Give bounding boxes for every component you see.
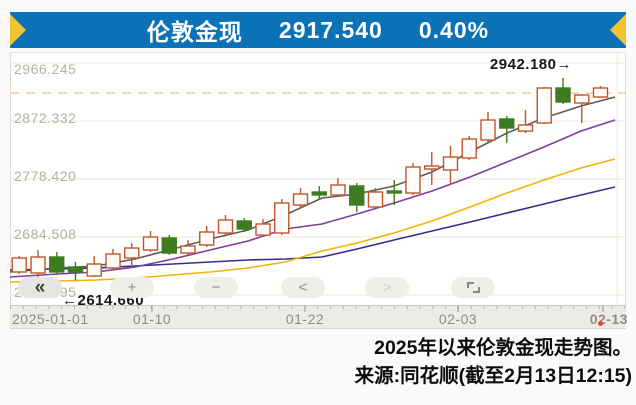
ma-line-ma-short <box>10 96 616 273</box>
minus-icon: − <box>211 279 221 296</box>
x-axis-label-latest: 02-13 <box>589 311 628 327</box>
zoom-out-button[interactable]: − <box>194 277 238 298</box>
x-axis-label-start: 2025-01-01 <box>12 311 89 327</box>
plus-icon: + <box>127 279 137 296</box>
left-chevron-icon: < <box>298 279 308 296</box>
caption: 2025年以来伦敦金现走势图。 来源:同花顺(截至2月13日12:15) <box>355 334 632 390</box>
banner: 伦敦金现 2917.540 0.40% <box>10 12 626 48</box>
fullscreen-icon <box>466 282 480 293</box>
banner-left-arrow-icon <box>10 14 26 46</box>
high-annotation: 2942.180→ <box>489 56 572 73</box>
ma-line-ma-mid <box>10 119 616 278</box>
last-price: 2917.540 <box>278 16 383 43</box>
ma-line-ma-longest <box>10 186 616 271</box>
x-axis-label: 02-03 <box>438 311 478 327</box>
banner-right-arrow-icon <box>610 14 626 46</box>
fullscreen-button[interactable] <box>451 277 495 298</box>
zoom-in-button[interactable]: + <box>110 277 154 298</box>
next-button[interactable]: > <box>365 277 409 298</box>
change-percent: 0.40% <box>418 16 490 43</box>
svg-text:2778.420: 2778.420 <box>14 168 76 184</box>
latest-date-dot <box>598 321 603 326</box>
prev-button[interactable]: < <box>281 277 325 298</box>
x-axis-label: 01-10 <box>132 311 172 327</box>
caption-line-1: 2025年以来伦敦金现走势图。 <box>374 337 632 359</box>
svg-text:2872.332: 2872.332 <box>14 110 76 126</box>
svg-text:2684.508: 2684.508 <box>14 226 76 242</box>
rewind-button[interactable]: « <box>18 277 62 298</box>
svg-text:2966.245: 2966.245 <box>14 61 76 77</box>
x-axis-label: 01-22 <box>285 311 325 327</box>
double-left-chevron-icon: « <box>34 277 46 298</box>
right-chevron-icon: > <box>382 279 392 296</box>
x-axis: 2025-01-01 01-10 01-22 02-03 02-13 <box>10 305 628 329</box>
caption-line-2: 来源:同花顺(截至2月13日12:15) <box>354 365 632 387</box>
instrument-name: 伦敦金现 <box>146 19 243 45</box>
x-axis-ticks <box>10 306 626 312</box>
banner-title: 伦敦金现 2917.540 0.40% <box>10 12 626 48</box>
